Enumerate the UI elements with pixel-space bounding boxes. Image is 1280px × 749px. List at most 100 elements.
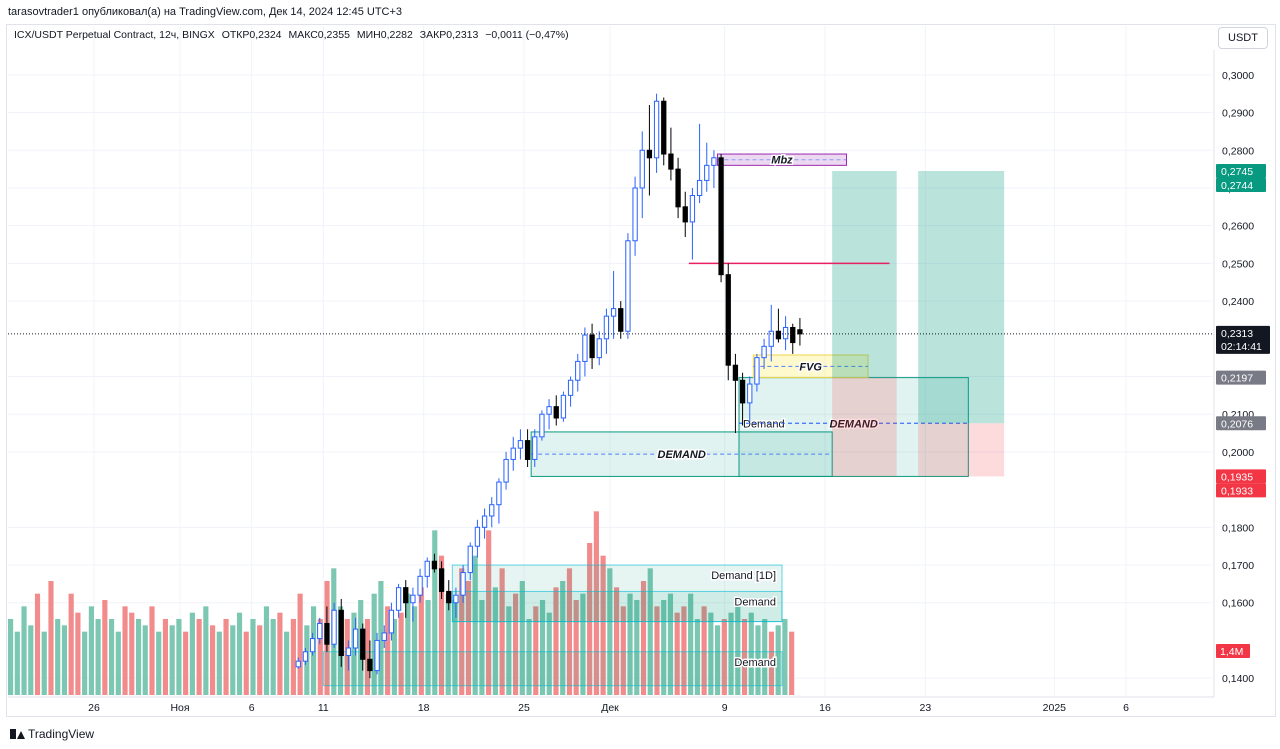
zone-label: Demand [1D] <box>711 570 776 582</box>
volume-bar <box>230 625 236 695</box>
volume-bar <box>775 625 781 695</box>
volume-bar <box>82 631 88 695</box>
volume-bar <box>28 625 34 695</box>
volume-bar <box>14 631 20 695</box>
volume-bar <box>75 612 81 695</box>
zone-demand-soft <box>451 590 783 623</box>
y-tick-label: 0,2900 <box>1222 108 1254 120</box>
candle-body <box>388 609 395 634</box>
price-badge-grey <box>1216 416 1266 431</box>
candle-body <box>782 326 789 340</box>
candle <box>324 606 330 652</box>
candle-body <box>632 187 638 242</box>
chart-frame <box>6 24 1276 717</box>
volume-bar <box>129 612 135 695</box>
candle <box>603 308 610 354</box>
x-tick-label: 23 <box>919 702 931 714</box>
candle <box>539 410 545 441</box>
candle-body <box>338 609 344 657</box>
candle <box>496 478 502 524</box>
volume-bar <box>41 631 47 695</box>
volume-bar <box>627 593 633 695</box>
candle <box>524 429 531 467</box>
volume-bar <box>364 619 371 695</box>
volume-bar <box>189 612 195 695</box>
volume-bar <box>667 593 674 695</box>
open-value: 0,2324 <box>249 29 282 41</box>
volume-bar <box>445 593 451 695</box>
candle-body <box>754 357 760 385</box>
candle-body <box>596 338 602 359</box>
candle <box>367 640 373 679</box>
volume-bar <box>513 593 519 695</box>
price-badge-label: 0,1935 <box>1221 471 1253 483</box>
candle <box>417 568 423 603</box>
candle-body <box>424 560 430 577</box>
y-tick-label: 0,1700 <box>1222 560 1254 572</box>
candle-body <box>646 149 653 159</box>
volume-bar <box>768 631 775 695</box>
price-badge-label: 0,1933 <box>1221 485 1253 497</box>
candle <box>632 176 638 256</box>
symbol-label[interactable]: ICX/USDT Perpetual Contract, 12ч, BINGX <box>14 29 215 41</box>
candle <box>661 97 667 166</box>
volume-bar <box>351 612 357 695</box>
candle <box>739 372 746 426</box>
candle-body <box>711 157 717 166</box>
bar-countdown-label: 02:14:41 <box>1221 341 1262 353</box>
volume-bar <box>721 619 727 695</box>
volume-bar <box>317 619 323 695</box>
volume-bar <box>109 619 115 695</box>
candle <box>510 436 516 471</box>
volume-bar <box>762 619 768 695</box>
candle <box>790 323 796 354</box>
candle-body <box>367 658 373 672</box>
currency-button[interactable]: USDT <box>1218 27 1268 49</box>
candle-body <box>575 360 581 381</box>
brand-label: TradingView <box>28 727 95 741</box>
candle <box>639 131 645 219</box>
volume-bar <box>405 593 411 695</box>
candle <box>388 602 395 641</box>
volume-bar <box>290 619 296 695</box>
price-badge-label: 0,2076 <box>1221 418 1253 430</box>
volume-bar <box>263 606 270 695</box>
candle-body <box>352 628 359 649</box>
candle <box>732 353 739 434</box>
volume-bar <box>169 625 175 695</box>
x-tick-label: 2025 <box>1043 702 1067 714</box>
volume-bar <box>789 631 795 695</box>
volume-bar <box>243 631 249 695</box>
volume-bar <box>270 619 276 695</box>
candle <box>317 617 323 645</box>
candle-body <box>603 315 610 340</box>
price-badge-red <box>1216 469 1266 484</box>
candle <box>711 150 717 188</box>
candle-body <box>761 345 767 359</box>
position-stop-zone <box>918 423 1005 477</box>
change-value: −0,0011 (−0,47%) <box>485 29 569 41</box>
volume-bar <box>647 568 653 695</box>
volume-bar <box>142 625 148 695</box>
volume-bar <box>661 600 667 695</box>
y-tick-label: 0,1400 <box>1222 673 1254 685</box>
candle-body <box>345 647 352 657</box>
volume-bar <box>95 619 101 695</box>
candle-body <box>309 638 316 653</box>
x-tick-label: 11 <box>318 702 329 714</box>
candle-body <box>489 504 495 517</box>
volume-bar <box>115 631 121 695</box>
volume-bar <box>526 619 532 695</box>
x-tick-label: Ноя <box>170 702 189 714</box>
candle <box>360 623 366 671</box>
zone-label: Demand <box>734 596 776 608</box>
y-tick-label: 0,2800 <box>1222 145 1254 157</box>
volume-bar <box>688 593 694 695</box>
candle-body <box>790 326 796 344</box>
volume-bar <box>162 619 169 695</box>
y-tick-label: 0,1600 <box>1222 598 1254 610</box>
volume-bar <box>492 587 498 695</box>
volume-bar <box>519 581 525 695</box>
candle <box>596 331 602 366</box>
